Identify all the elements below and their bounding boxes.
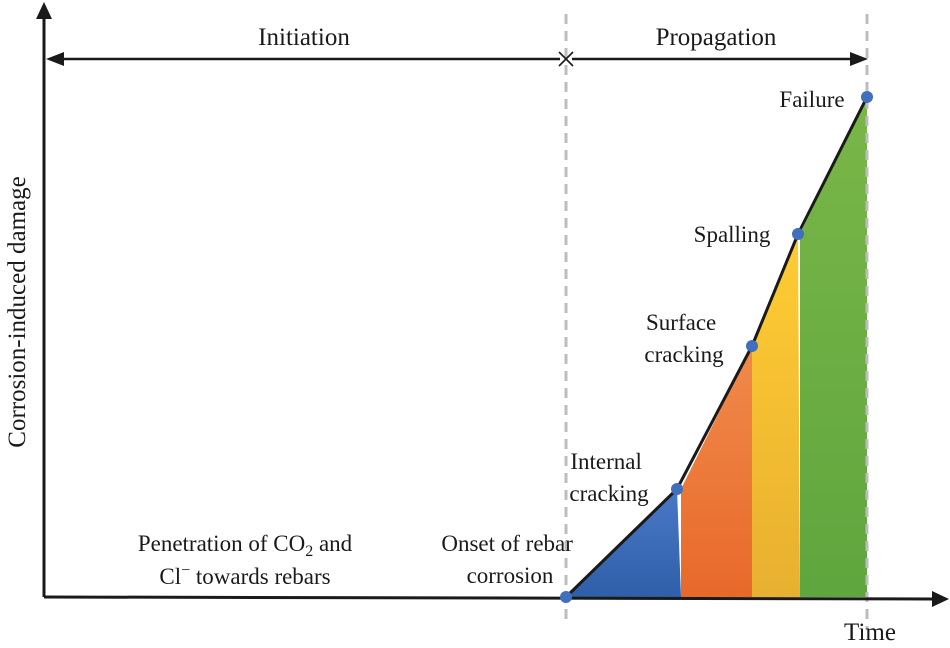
initiation-label: Initiation [258, 24, 350, 51]
initiation-left-arrowhead [46, 52, 64, 66]
point-onset [560, 591, 572, 603]
point-internal-cracking [671, 483, 683, 495]
penetration-note-line2: Cl− towards rebars [159, 562, 330, 589]
y-axis-label: Corrosion-induced damage [4, 176, 31, 447]
x-axis [43, 595, 935, 601]
y-axis-arrowhead [36, 2, 52, 19]
propagation-right-arrowhead [850, 52, 868, 66]
point-spalling [792, 228, 804, 240]
internal-cracking-label: Internal cracking [569, 449, 649, 506]
spalling-label: Spalling [694, 222, 771, 247]
band-failure [800, 97, 867, 597]
band-surface-cracking [681, 346, 752, 597]
point-failure [861, 91, 873, 103]
propagation-label: Propagation [656, 24, 777, 51]
onset-cross-marker [558, 51, 574, 67]
failure-label: Failure [779, 87, 844, 112]
surface-cracking-label: Surface cracking [644, 310, 724, 367]
point-surface-cracking [746, 340, 758, 352]
x-axis-label: Time [844, 619, 896, 646]
onset-label: Onset of rebar corrosion [441, 531, 578, 588]
x-axis-arrowhead [932, 591, 949, 607]
band-spalling [752, 234, 800, 597]
penetration-note-line1: Penetration of CO2 and [138, 531, 353, 560]
